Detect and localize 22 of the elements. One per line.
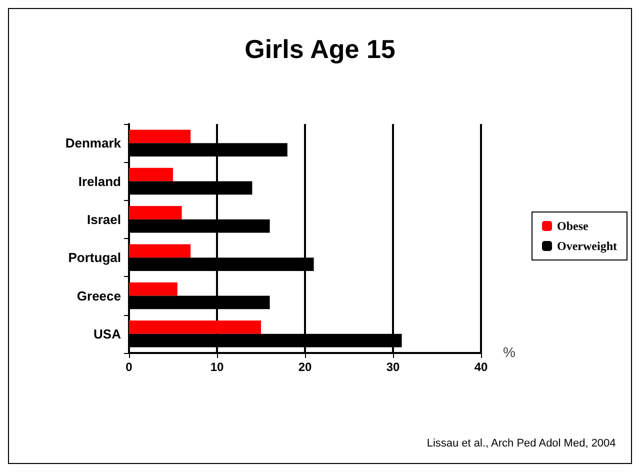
y-tick-label: USA — [94, 326, 122, 342]
y-tick-label: Portugal — [68, 250, 121, 266]
y-tick-label: Denmark — [65, 136, 122, 151]
bar — [129, 244, 191, 258]
x-tick-label: 30 — [386, 360, 400, 374]
bar — [129, 130, 191, 144]
y-tick-label: Greece — [76, 288, 121, 304]
chart-title: Girls Age 15 — [244, 34, 396, 64]
y-tick-label: Ireland — [78, 174, 122, 189]
x-tick-label: 0 — [126, 360, 133, 374]
bar — [129, 168, 173, 182]
x-tick-label: 20 — [298, 360, 312, 374]
bar — [129, 282, 178, 296]
x-tick-label: 10 — [210, 360, 224, 374]
bar — [129, 206, 182, 220]
x-tick-label: 40 — [474, 360, 488, 374]
x-axis-title: % — [503, 344, 516, 360]
legend-label: Overweight — [557, 239, 618, 253]
legend-label: Obese — [557, 219, 590, 233]
y-tick-label: Israel — [87, 212, 121, 227]
text: Lissau et al., Arch Ped Adol Med, 2004 — [426, 438, 616, 450]
bar — [129, 320, 261, 334]
